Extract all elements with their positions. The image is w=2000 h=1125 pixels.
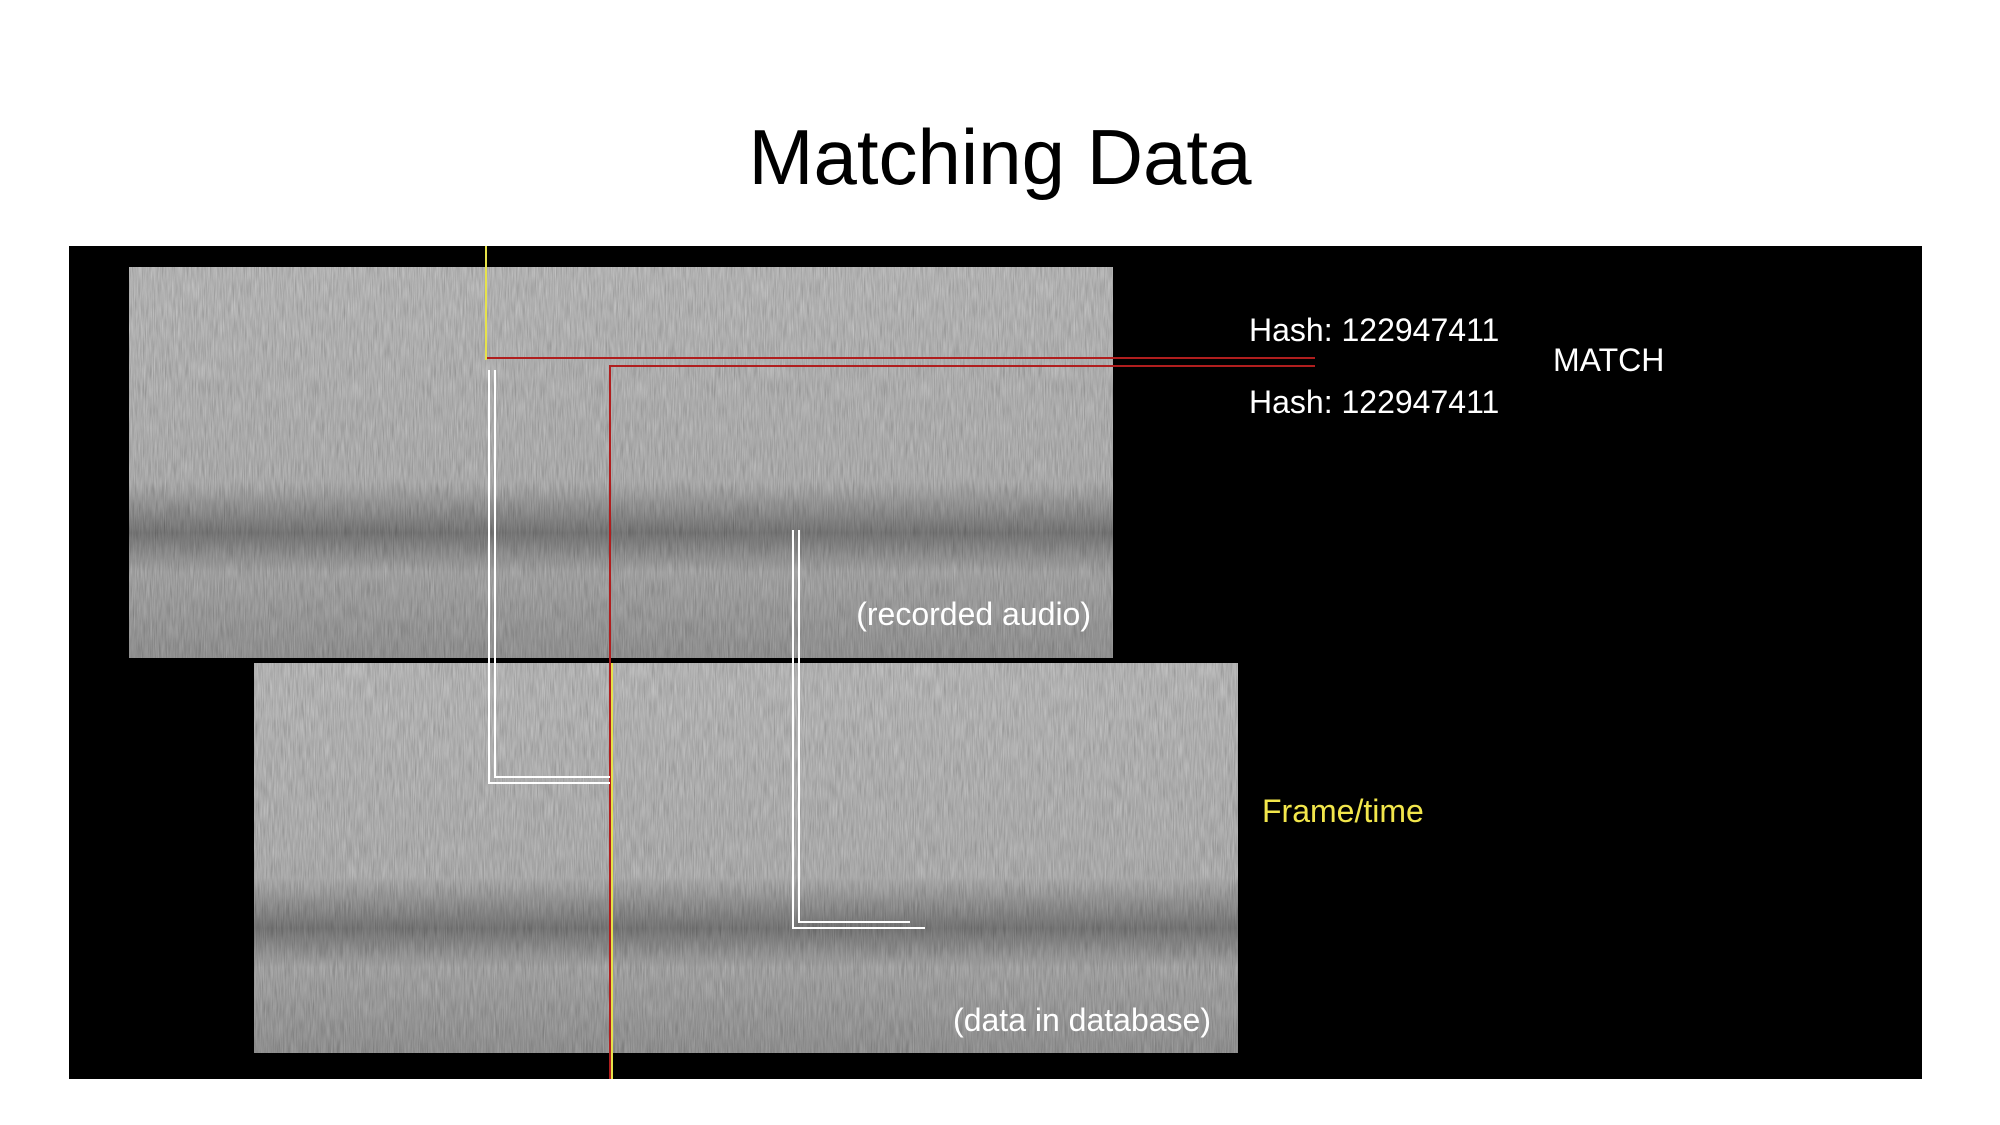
recorded-spectrogram xyxy=(129,267,1113,658)
slide-title: Matching Data xyxy=(748,113,1252,201)
database-label: (data in database) xyxy=(953,1002,1211,1038)
hash-lines xyxy=(486,357,1315,1079)
bracket-left-outer xyxy=(488,370,610,784)
database-spectrogram xyxy=(254,663,1238,1053)
frame-lines xyxy=(485,246,613,1079)
match-label: MATCH xyxy=(1553,342,1664,378)
bracket-right-inner xyxy=(798,530,910,923)
hash-top-label: Hash: 122947411 xyxy=(1249,312,1499,348)
bracket-right-outer xyxy=(792,530,925,929)
bracket-left-inner xyxy=(494,370,610,778)
recorded-audio-label: (recorded audio) xyxy=(856,596,1091,632)
hash-line-bottom xyxy=(609,365,1315,1079)
frame-time-label: Frame/time xyxy=(1262,793,1424,829)
hash-bottom-label: Hash: 122947411 xyxy=(1249,384,1499,420)
bracket-lines xyxy=(488,370,925,929)
